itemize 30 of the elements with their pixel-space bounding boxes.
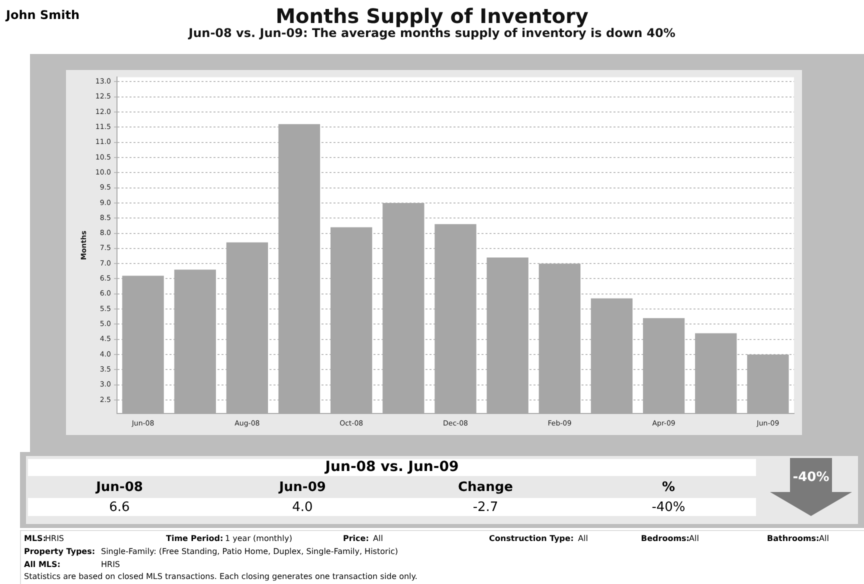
text: -40% bbox=[792, 470, 830, 485]
text: John Smith bbox=[6, 8, 80, 22]
text: Statistics are based on closed MLS transactions. Each closing generates one transaction side only. bbox=[24, 572, 418, 581]
text: Change bbox=[457, 480, 514, 495]
text: HRIS bbox=[101, 560, 120, 569]
text: Construction Type: bbox=[489, 534, 574, 543]
text: % bbox=[660, 480, 676, 495]
text: 4.0 bbox=[291, 500, 314, 515]
text: All bbox=[373, 534, 383, 543]
text: All bbox=[689, 534, 699, 543]
text: Jun-08 bbox=[94, 480, 144, 495]
text: Bedrooms: bbox=[641, 534, 690, 543]
text: 6.6 bbox=[108, 500, 131, 515]
text: All bbox=[578, 534, 588, 543]
text: 1 year (monthly) bbox=[225, 534, 292, 543]
text: Time Period: bbox=[166, 534, 224, 543]
text: All bbox=[819, 534, 829, 543]
text: Jun-08 vs. Jun-09 bbox=[28, 459, 756, 475]
text: Property Types: bbox=[24, 547, 96, 556]
chart-subtitle: Jun-08 vs. Jun-09: The average months supply of inventory is down 40% bbox=[187, 26, 676, 40]
text: Single-Family: (Free Standing, Patio Home, Duplex, Single-Family, Historic) bbox=[101, 547, 398, 556]
text: All MLS: bbox=[24, 560, 60, 569]
text: -40% bbox=[650, 500, 686, 515]
chart-title: Months Supply of Inventory bbox=[276, 4, 588, 28]
text: Price: bbox=[343, 534, 369, 543]
text: -2.7 bbox=[472, 500, 500, 515]
text: Bathrooms: bbox=[767, 534, 820, 543]
text: Jun-09 bbox=[277, 480, 327, 495]
text: MLS: bbox=[24, 534, 46, 543]
text: HRIS bbox=[45, 534, 64, 543]
